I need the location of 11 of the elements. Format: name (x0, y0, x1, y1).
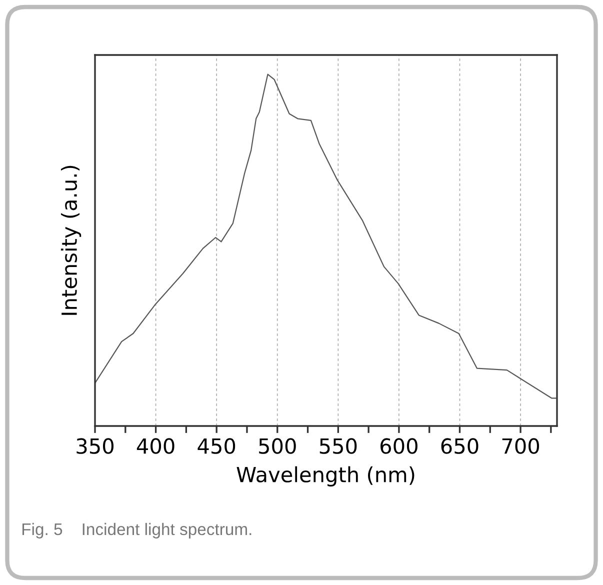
x-tick-label: 350 (76, 438, 114, 454)
y-axis-title: Intensity (a.u.) (60, 166, 82, 315)
x-tick-label: 400 (136, 438, 174, 454)
x-tick-label: 550 (320, 438, 357, 454)
x-tick-label: 450 (198, 438, 236, 454)
x-tick-label: 500 (259, 438, 296, 454)
x-tick-label: 600 (380, 438, 418, 454)
x-tick-label: 700 (502, 438, 540, 454)
caption: Fig. 5 Incident light spectrum. (22, 522, 252, 538)
x-axis-title: Wavelength (nm) (236, 466, 414, 486)
x-tick-label: 650 (441, 438, 478, 454)
